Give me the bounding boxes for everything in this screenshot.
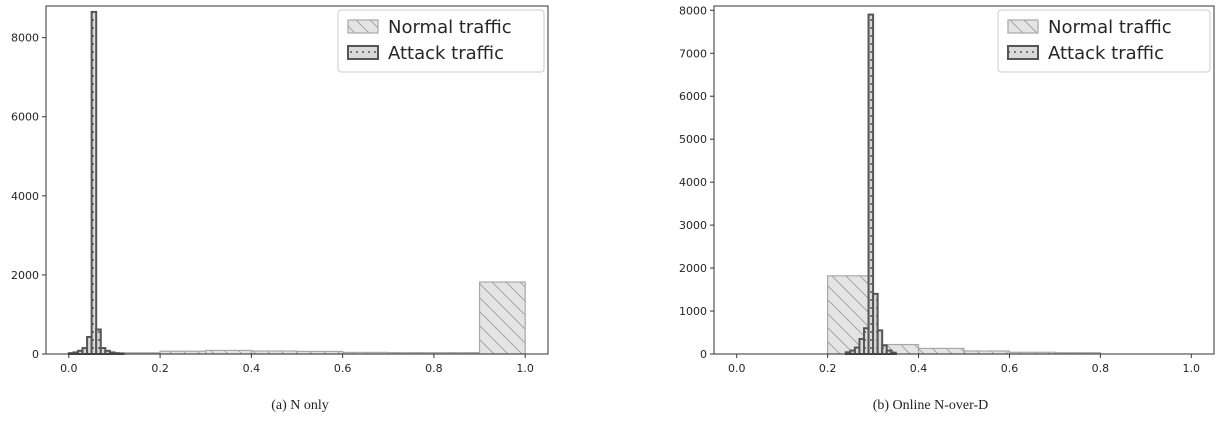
x-tick-label: 1.0 bbox=[1183, 362, 1201, 375]
normal-bar-3 bbox=[206, 350, 252, 354]
y-tick-label: 0 bbox=[32, 348, 39, 361]
caption-b: (b) Online N-over-D bbox=[640, 398, 1221, 414]
y-tick-label: 3000 bbox=[679, 219, 707, 232]
y-tick-label: 2000 bbox=[11, 269, 39, 282]
y-tick-label: 0 bbox=[700, 348, 707, 361]
y-tick-label: 5000 bbox=[679, 133, 707, 146]
y-tick-label: 4000 bbox=[11, 190, 39, 203]
histogram-chart-a: 0.0 0.2 0.4 0.6 0.8 1.0 0 2000 4000 6000 8000 Norma… bbox=[0, 0, 600, 390]
x-tick-label: 0.2 bbox=[151, 362, 169, 375]
x-tick-label: 0.4 bbox=[243, 362, 261, 375]
x-tick-label: 0.0 bbox=[728, 362, 746, 375]
y-tick-label: 8000 bbox=[679, 4, 707, 17]
x-tick-label: 0.6 bbox=[1001, 362, 1019, 375]
x-tick-label: 0.4 bbox=[910, 362, 928, 375]
x-tick-label: 0.8 bbox=[425, 362, 443, 375]
y-tick-label: 7000 bbox=[679, 47, 707, 60]
x-tick-label: 1.0 bbox=[516, 362, 534, 375]
y-tick-label: 8000 bbox=[11, 32, 39, 45]
y-tick-label: 6000 bbox=[679, 90, 707, 103]
chart-panel-a: 0.0 0.2 0.4 0.6 0.8 1.0 0 2000 4000 6000 8000 Norma… bbox=[0, 0, 600, 444]
y-tick-label: 1000 bbox=[679, 305, 707, 318]
legend: Normal traffic Attack traffic bbox=[998, 10, 1210, 72]
attack-bar-5 bbox=[92, 12, 97, 354]
y-tick-label: 6000 bbox=[11, 111, 39, 124]
caption-a: (a) N only bbox=[0, 398, 600, 414]
legend: Normal traffic Attack traffic bbox=[338, 10, 544, 72]
x-tick-label: 0.8 bbox=[1092, 362, 1110, 375]
normal-legend-swatch bbox=[1008, 20, 1038, 33]
attack-legend-swatch bbox=[348, 46, 378, 59]
y-tick-label: 2000 bbox=[679, 262, 707, 275]
normal-bar-9 bbox=[480, 282, 526, 354]
x-tick-label: 0.0 bbox=[60, 362, 78, 375]
y-tick-label: 4000 bbox=[679, 176, 707, 189]
attack-legend-label: Attack traffic bbox=[1048, 43, 1164, 64]
normal-bar-4 bbox=[919, 348, 964, 354]
histogram-chart-b: 0.0 0.2 0.4 0.6 0.8 1.0 0 1000 2000 3000 4000 5000 6… bbox=[640, 0, 1221, 390]
normal-legend-label: Normal traffic bbox=[388, 17, 512, 38]
attack-legend-swatch bbox=[1008, 46, 1038, 59]
x-tick-label: 0.6 bbox=[334, 362, 352, 375]
normal-legend-label: Normal traffic bbox=[1048, 17, 1172, 38]
chart-panel-b: 0.0 0.2 0.4 0.6 0.8 1.0 0 1000 2000 3000 4000 5000 6… bbox=[640, 0, 1221, 444]
attack-legend-label: Attack traffic bbox=[388, 43, 504, 64]
normal-legend-swatch bbox=[348, 20, 378, 33]
x-tick-label: 0.2 bbox=[819, 362, 837, 375]
